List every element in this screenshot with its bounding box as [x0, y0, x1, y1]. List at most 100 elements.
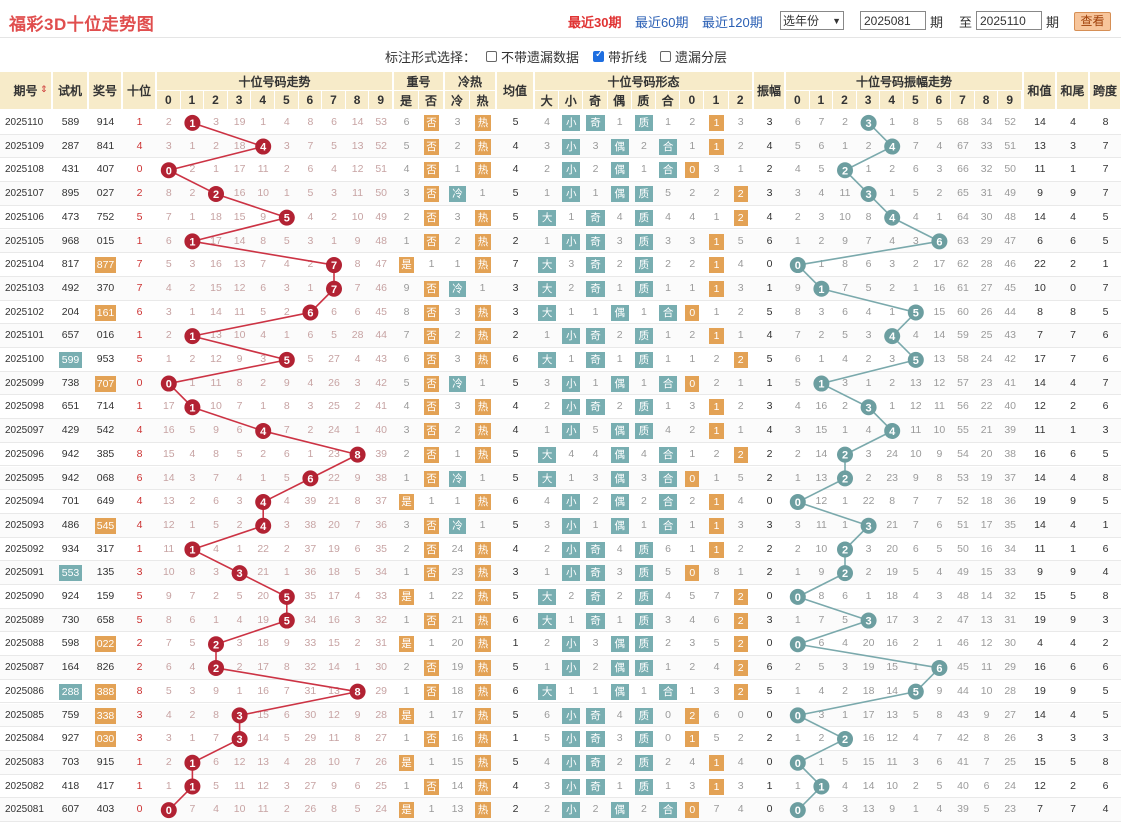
form-miss-cell: 4 [689, 210, 696, 223]
form-mark: 小 [562, 162, 581, 179]
trend-miss-cell: 8 [354, 732, 361, 745]
trend-miss-cell: 1 [189, 732, 196, 745]
sum-cell: 11 [1034, 424, 1046, 437]
form-miss-cell: 1 [544, 661, 551, 674]
trend-miss-cell: 11 [234, 779, 246, 792]
amp-miss-cell: 3 [912, 755, 919, 768]
hot-miss-cell: 21 [451, 613, 464, 626]
remainder-mark: 1 [709, 423, 724, 440]
trend-miss-cell: 3 [283, 281, 290, 294]
form-miss-cell: 2 [689, 424, 696, 437]
form-mark: 大 [538, 209, 557, 226]
hot-header: 热 [470, 91, 496, 110]
repeat-miss-cell: 1 [403, 732, 410, 745]
amp-miss-cell: 1 [794, 732, 801, 745]
avg-cell: 5 [512, 447, 519, 460]
trend-miss-cell: 28 [304, 755, 317, 768]
trend-miss-cell: 3 [283, 779, 290, 792]
form-mark: 大 [538, 589, 557, 605]
form-mark: 合 [659, 802, 678, 819]
amp-miss-cell: 41 [1004, 376, 1017, 389]
form-mark: 合 [659, 304, 678, 321]
sum-cell: 19 [1034, 495, 1046, 508]
form-miss-cell: 3 [592, 637, 599, 650]
span-cell: 8 [1102, 590, 1109, 602]
option-layered[interactable]: 遗漏分层 [660, 47, 727, 66]
trend-miss-cell: 1 [354, 661, 361, 674]
amp-miss-cell: 5 [936, 779, 943, 792]
form-mark: 质 [634, 541, 653, 558]
repeat-miss-cell: 1 [403, 471, 410, 484]
to-issue-input[interactable]: 2025110 [976, 11, 1042, 30]
span-cell: 6 [1102, 779, 1109, 792]
amp-miss-cell: 4 [912, 329, 919, 342]
checkbox-no-miss[interactable] [486, 51, 497, 62]
year-select-value: 选年份 [783, 14, 820, 28]
option-with-line[interactable]: 带折线 [593, 47, 647, 66]
form-miss-cell: 1 [737, 163, 744, 176]
form-mark: 偶 [610, 375, 629, 392]
remainder-mark: 2 [733, 683, 748, 700]
sort-icon[interactable]: ⇕ [40, 84, 48, 94]
trend-miss-cell: 4 [236, 471, 243, 484]
trend-miss-cell: 6 [354, 542, 361, 555]
form-mark: 合 [659, 446, 678, 463]
trend-miss-cell: 9 [165, 590, 172, 602]
form-miss-cell: 4 [713, 661, 720, 674]
tens-cell: 4 [136, 139, 143, 152]
form-miss-cell: 4 [737, 803, 744, 816]
form-miss-cell: 4 [737, 258, 744, 271]
trend-miss-cell: 10 [210, 400, 222, 413]
trend-miss-cell: 28 [375, 708, 388, 721]
trend-miss-cell: 16 [210, 258, 222, 271]
amp-miss-cell: 1 [889, 187, 896, 200]
sum-cell: 7 [1037, 329, 1043, 342]
trend-miss-cell: 5 [189, 637, 196, 650]
issue-cell: 2025102 [5, 306, 44, 318]
trend-miss-cell: 10 [233, 329, 246, 342]
form-miss-cell: 1 [568, 684, 575, 697]
trend-miss-cell: 2 [236, 518, 243, 531]
period-120-link[interactable]: 最近120期 [702, 15, 763, 30]
trend-miss-cell: 24 [328, 424, 340, 437]
amp-miss-cell: 2 [818, 732, 825, 745]
period-60-link[interactable]: 最近60期 [635, 15, 689, 30]
form-mark: 质 [634, 565, 653, 582]
trend-miss-cell: 5 [307, 187, 314, 200]
avg-cell: 3 [512, 305, 519, 318]
hot-miss-cell: 17 [451, 708, 464, 721]
form-miss-cell: 1 [665, 329, 672, 342]
form-miss-cell: 1 [689, 281, 696, 294]
option-no-miss[interactable]: 不带遗漏数据 [486, 47, 579, 66]
trend-miss-cell: 14 [328, 661, 340, 674]
amp-cell: 2 [766, 471, 773, 484]
year-select[interactable]: 选年份 ▼ [780, 11, 844, 30]
trend-miss-cell: 25 [328, 400, 340, 413]
trend-miss-cell: 5 [165, 684, 172, 697]
checkbox-layered[interactable] [660, 51, 671, 62]
amp-miss-cell: 43 [957, 708, 969, 721]
trend-miss-cell: 1 [260, 471, 267, 484]
amp-miss-cell: 1 [865, 376, 872, 389]
from-issue-input[interactable]: 2025081 [860, 11, 926, 30]
trend-miss-cell: 5 [236, 447, 243, 460]
form-miss-cell: 0 [737, 708, 744, 721]
amp-miss-cell: 24 [886, 447, 899, 460]
form-miss-cell: 3 [689, 779, 696, 792]
form-miss-cell: 2 [737, 305, 744, 318]
amp-miss-cell: 3 [818, 210, 825, 223]
period-30-link[interactable]: 最近30期 [568, 15, 622, 30]
span-cell: 7 [1102, 187, 1109, 200]
trend-miss-cell: 3 [354, 376, 361, 389]
amp-miss-cell: 45 [1004, 281, 1017, 294]
checkbox-with-line[interactable] [593, 49, 604, 62]
test-cell: 657 [61, 329, 80, 342]
trend-miss-cell: 7 [213, 732, 219, 745]
view-button[interactable]: 查看 [1074, 12, 1111, 31]
form-miss-cell: 3 [737, 779, 744, 792]
table-row [0, 111, 1121, 135]
trend-miss-cell: 17 [162, 400, 175, 413]
amp-miss-cell: 23 [886, 471, 899, 484]
trend-miss-cell: 1 [307, 447, 314, 460]
form-mark: 偶 [610, 162, 629, 179]
